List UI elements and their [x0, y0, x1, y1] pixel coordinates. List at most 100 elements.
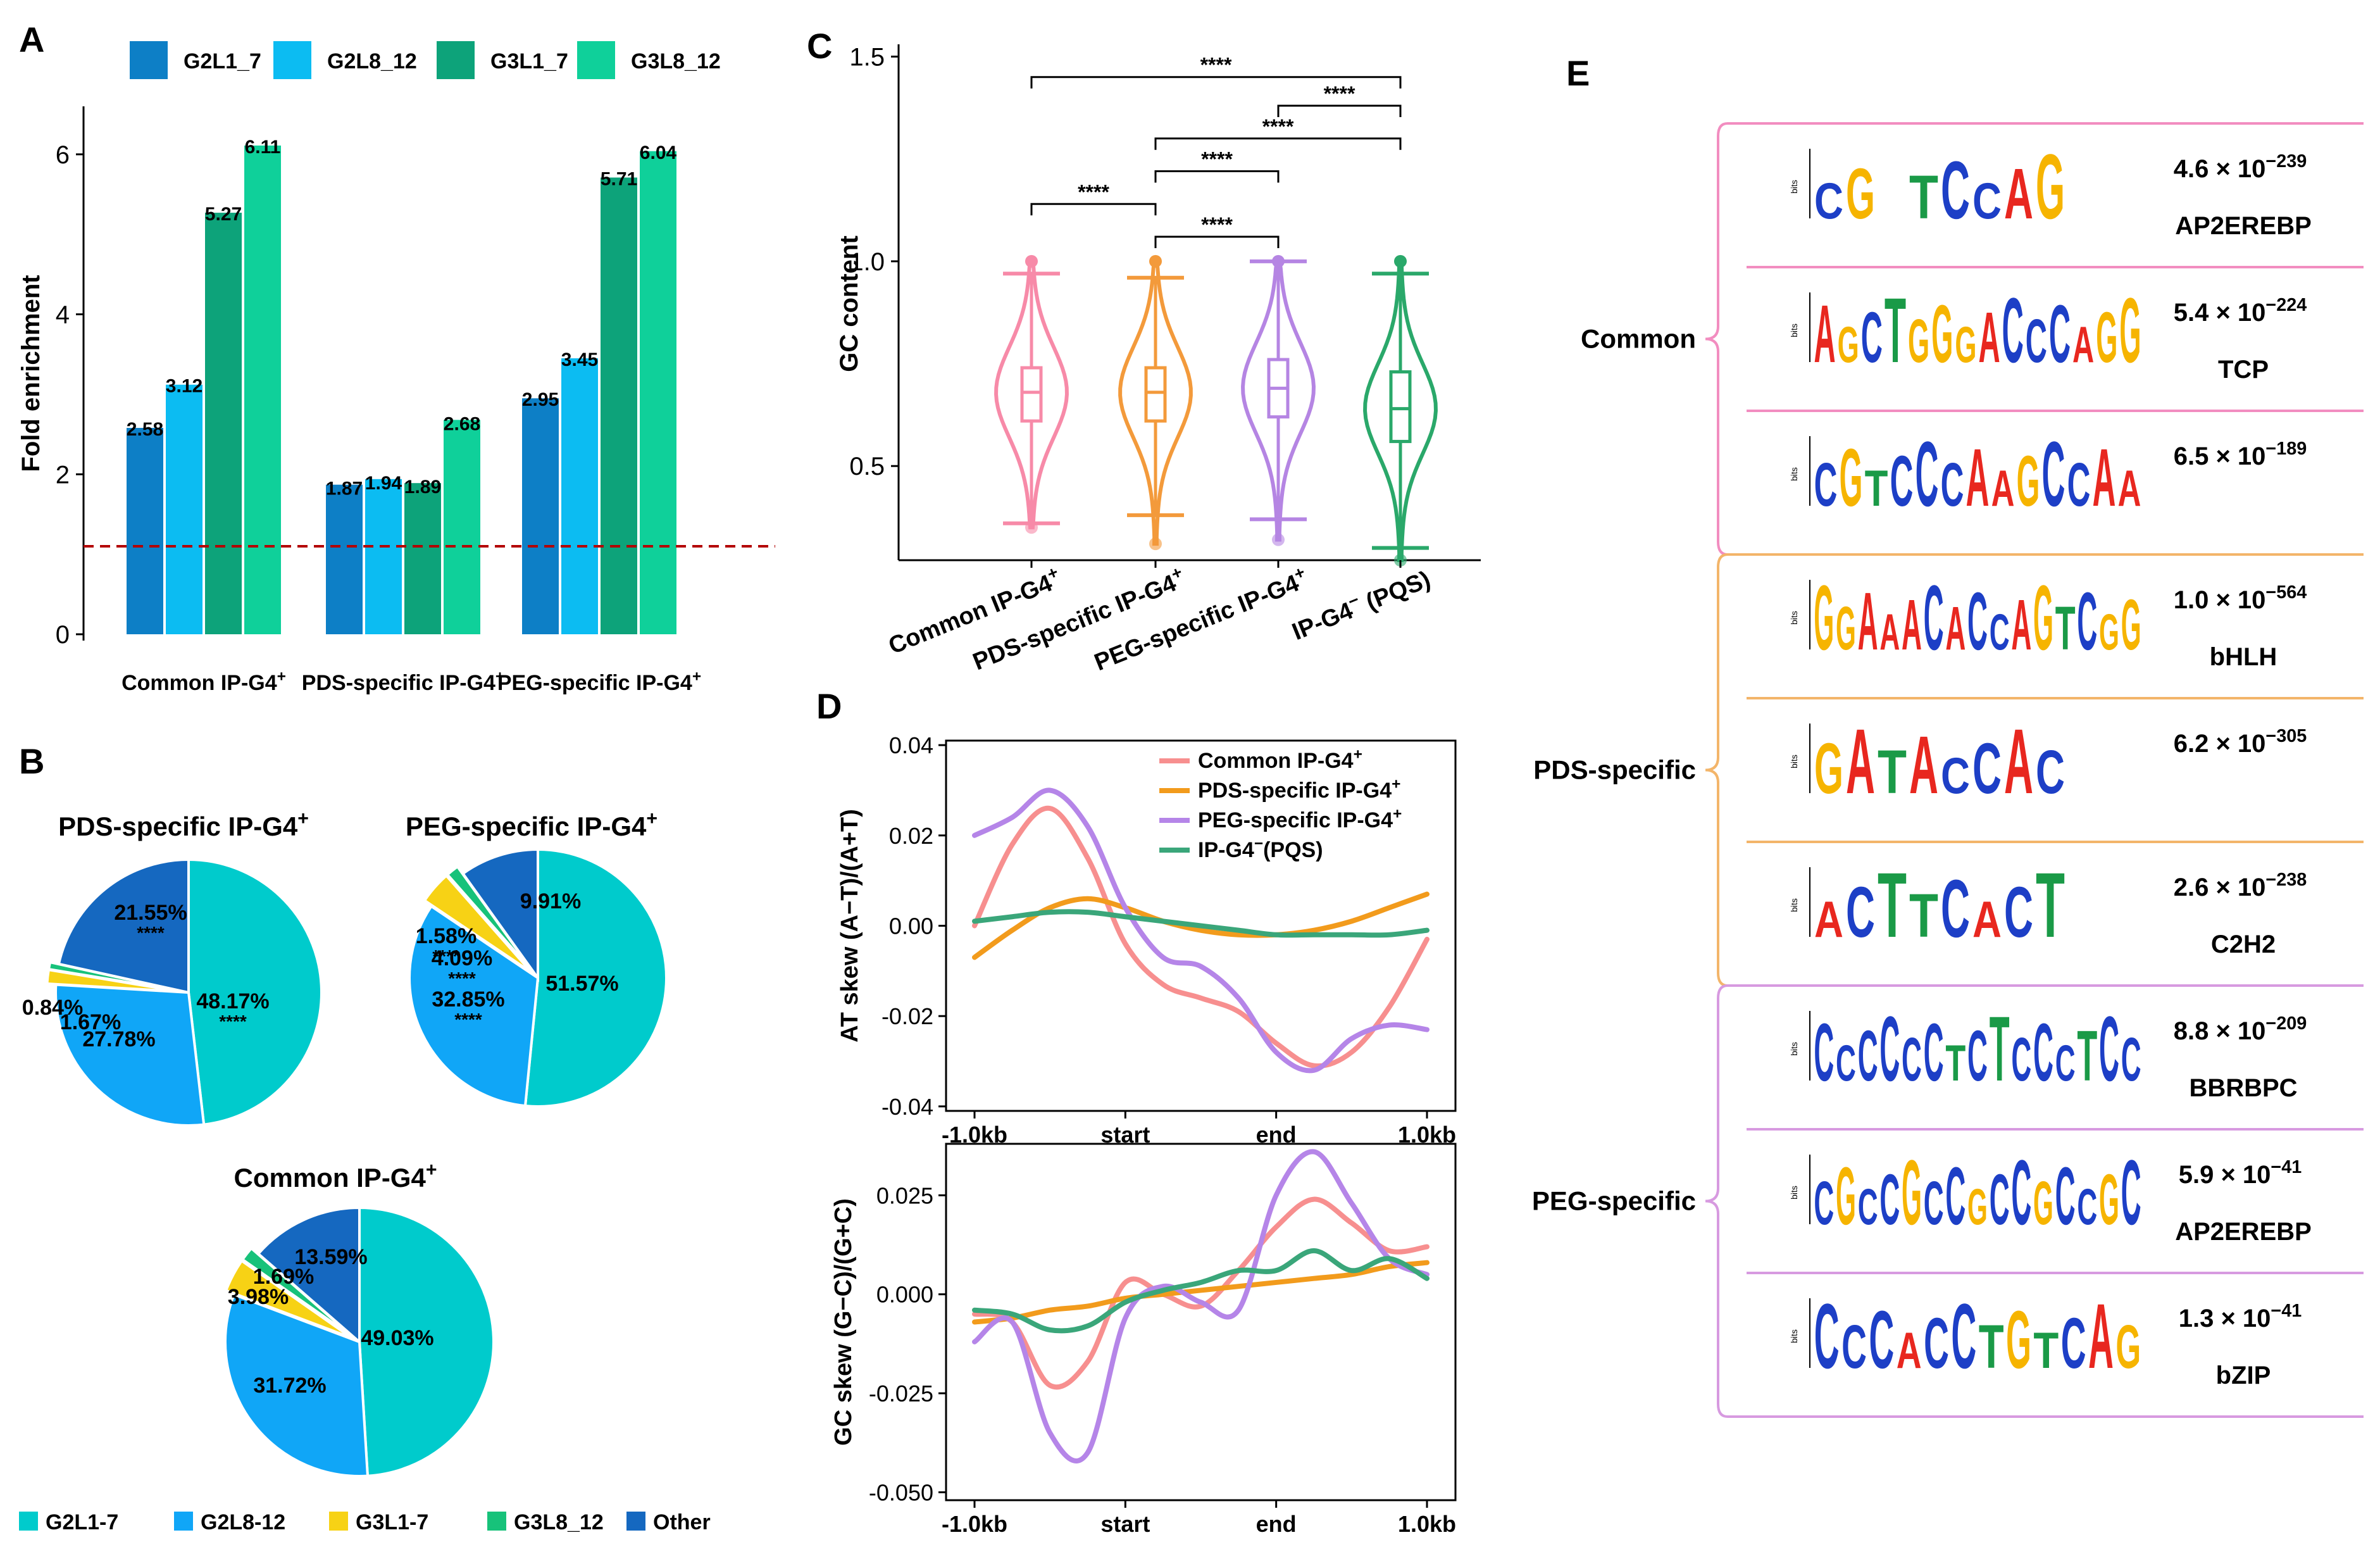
logo-letter-8-5: C — [1951, 1284, 1976, 1388]
motif-evalue-4: 6.2 × 10−305 — [2174, 726, 2307, 758]
y-tick-label-1-3: -0.050 — [869, 1479, 933, 1505]
pie-label-0-0: 48.17% — [196, 989, 269, 1013]
sig-bracket-1 — [1277, 104, 1402, 118]
logo-letter-2-6: A — [1966, 432, 1990, 523]
motif-family-8: bZIP — [2216, 1362, 2271, 1389]
y-axis-label-1: GC skew (G−C)/(G+C) — [830, 1198, 857, 1446]
pie-slice-2-3 — [240, 1246, 354, 1338]
bar-2-0 — [522, 398, 559, 634]
pie-legend-label-1: G2L8-12 — [201, 1510, 285, 1534]
logo-letter-3-5: C — [1924, 566, 1944, 669]
logo-letter-7-8: C — [1990, 1160, 2010, 1240]
pie-label-2-0: 49.03% — [361, 1326, 433, 1350]
legend-label-1: G2L8_12 — [327, 49, 417, 73]
y-tick-label-0-4: -0.04 — [882, 1094, 933, 1120]
logo-letter-3-4: A — [1902, 585, 1922, 665]
bar-0-3 — [244, 145, 281, 634]
x-category-label-0: Common IP-G4+ — [121, 668, 286, 695]
bar-value-label-0-3: 6.11 — [245, 137, 281, 158]
logo-letter-6-0: C — [1814, 1007, 1834, 1098]
y-axis-label: GC content — [835, 235, 863, 372]
logo-axis-label-7: bits — [1789, 1186, 1799, 1200]
motif-evalue-8: 1.3 × 10−41 — [2179, 1301, 2302, 1332]
y-tick-label-0-0: 0.04 — [889, 732, 933, 758]
pie-stars-1-1: **** — [454, 1010, 482, 1029]
logo-letter-8-9: C — [2061, 1303, 2086, 1384]
y-tick-label-0: 0 — [56, 621, 70, 649]
bar-value-label-0-1: 3.12 — [166, 376, 202, 397]
logo-letter-4-7: C — [2036, 737, 2065, 806]
pie-stars-1-3: **** — [432, 946, 460, 966]
bar-0-1 — [166, 384, 202, 634]
series-line-0-3 — [972, 909, 1430, 938]
x-tick-label-1: PDS-specific IP-G4+ — [968, 562, 1189, 676]
legend-swatch-3 — [577, 41, 615, 79]
x-category-label-1: PDS-specific IP-G4+ — [302, 668, 504, 695]
logo-letter-2-10: C — [2067, 450, 2091, 519]
bar-value-label-2-3: 6.04 — [640, 142, 677, 163]
bar-0-0 — [127, 427, 163, 634]
motif-evalue-2: 6.5 × 10−189 — [2174, 439, 2307, 470]
logo-letter-2-8: G — [2017, 441, 2040, 522]
logo-letter-7-11: C — [2055, 1151, 2076, 1242]
logo-letter-4-6: A — [2004, 710, 2033, 813]
pie-slice-1-4 — [461, 848, 539, 982]
motif-evalue-0: 4.6 × 10−239 — [2174, 151, 2307, 183]
logo-letter-4-4: C — [1941, 748, 1970, 805]
bar-value-label-1-2: 1.89 — [404, 477, 441, 498]
pie-label-2-3: 1.69% — [253, 1265, 314, 1289]
outlier-top-1 — [1149, 254, 1162, 268]
logo-letter-5-5: A — [1972, 891, 2002, 948]
x-category-label-2: PEG-specific IP-G4+ — [497, 668, 701, 695]
bar-1-3 — [444, 420, 480, 634]
logo-letter-6-3: C — [1879, 997, 1900, 1100]
sig-label-2: **** — [1262, 115, 1294, 138]
outlier-top-3 — [1394, 254, 1407, 268]
logo-letter-1-6: G — [1955, 316, 1976, 373]
logo-letter-7-13: G — [2099, 1160, 2119, 1240]
pie-label-1-0: 51.57% — [545, 972, 618, 996]
motif-family-5: C2H2 — [2211, 931, 2276, 958]
logo-letter-3-7: C — [1967, 576, 1988, 667]
logo-letter-6-8: T — [1990, 997, 2010, 1100]
outlier-bottom-0 — [1025, 521, 1038, 534]
logo-letter-5-6: C — [2004, 872, 2033, 953]
pie-stars-1-2: **** — [448, 968, 476, 988]
logo-letter-3-12: C — [2077, 576, 2097, 667]
logo-letter-2-5: C — [1941, 450, 1964, 519]
pie-legend-label-4: Other — [653, 1510, 711, 1534]
logo-letter-1-4: G — [1908, 306, 1929, 375]
legend-swatch-0 — [130, 41, 168, 79]
logo-letter-4-3: A — [1909, 720, 1938, 811]
pie-slice-2-2 — [224, 1259, 352, 1339]
bar-value-label-2-1: 3.45 — [561, 349, 598, 370]
logo-letter-8-0: C — [1814, 1284, 1840, 1388]
logo-letter-6-7: C — [1967, 1016, 1988, 1096]
bar-1-0 — [326, 484, 363, 634]
logo-letter-3-8: C — [1990, 604, 2010, 661]
bar-2-1 — [561, 358, 598, 634]
pie-slice-0-4 — [57, 858, 190, 994]
logo-letter-7-4: G — [1902, 1141, 1922, 1244]
logo-letter-1-12: G — [2096, 298, 2117, 378]
bar-value-label-1-3: 2.68 — [444, 413, 480, 434]
logo-letter-5-2: T — [1878, 853, 1907, 956]
pie-slice-1-1 — [408, 904, 540, 1108]
logo-axis-label-3: bits — [1789, 611, 1799, 625]
bar-value-label-2-0: 2.95 — [522, 389, 559, 410]
pie-slice-2-4 — [256, 1206, 361, 1345]
sig-bracket-5 — [1154, 235, 1280, 249]
logo-letter-1-5: G — [1931, 289, 1953, 380]
logo-letter-6-1: C — [1836, 1035, 1856, 1092]
pie-title-0: PDS-specific IP-G4+ — [58, 808, 309, 841]
logo-letter-2-3: C — [1890, 441, 1914, 522]
logo-letter-3-11: T — [2055, 594, 2076, 663]
legend-label-2: PEG-specific IP-G4+ — [1198, 805, 1402, 832]
plot-frame-1 — [945, 1143, 1457, 1501]
motif-family-6: BBRBPC — [2189, 1074, 2297, 1102]
legend-label-2: G3L1_7 — [490, 49, 568, 73]
logo-letter-1-8: C — [2002, 279, 2024, 382]
pie-legend-label-2: G3L1-7 — [356, 1510, 428, 1534]
y-tick-label-3: 6 — [56, 141, 70, 169]
